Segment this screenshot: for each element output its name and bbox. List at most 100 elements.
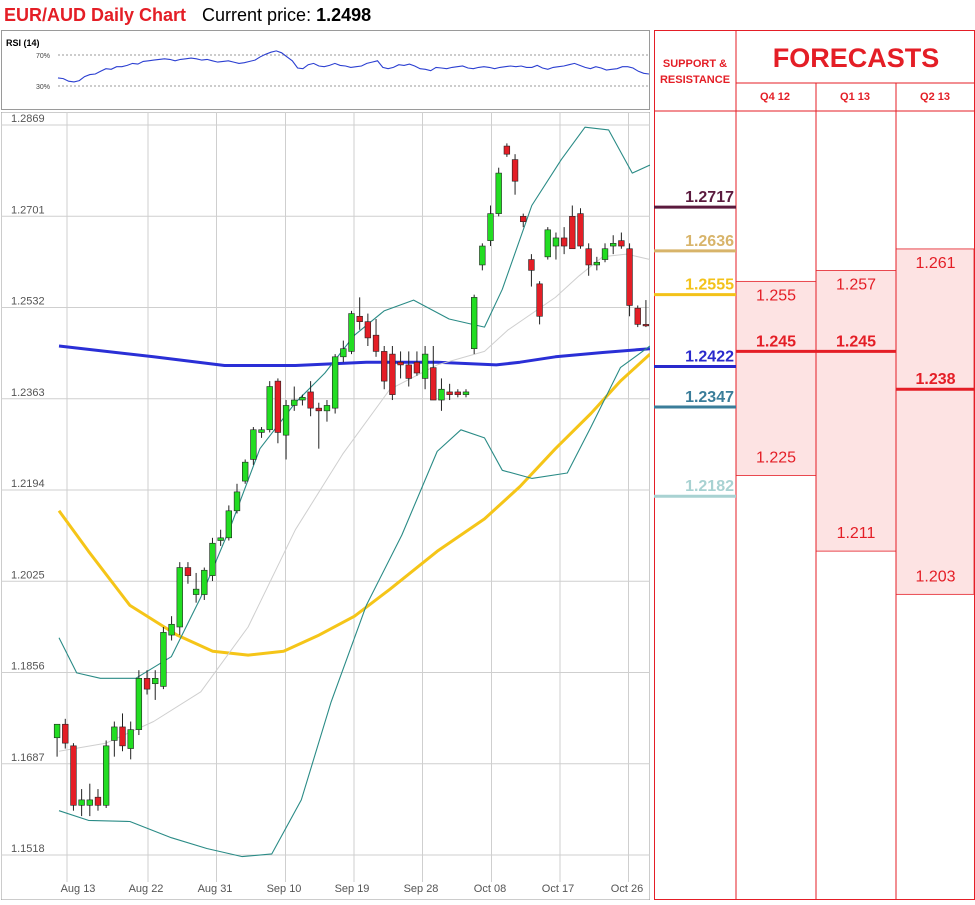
- candle-body: [544, 229, 551, 258]
- candle-body: [479, 245, 486, 266]
- x-tick-label: Oct 17: [542, 883, 574, 895]
- quarter-q1-13: Q1 13: [840, 91, 870, 103]
- price-label: Current price:: [202, 5, 312, 25]
- candle-body: [364, 321, 372, 339]
- candle-body: [94, 796, 102, 806]
- y-tick-label: 1.1687: [11, 752, 45, 764]
- candle-body: [119, 726, 126, 747]
- candle-body: [471, 297, 478, 350]
- candle-body: [528, 259, 535, 271]
- candle-body: [266, 386, 273, 431]
- price-chart-svg: 1.2869 1.2701 1.2532 1.2363 1.2194 1.2025 1.18…: [0, 111, 652, 901]
- forecast-band: [735, 280, 817, 476]
- candle-body: [610, 243, 617, 247]
- candle-body: [421, 353, 429, 379]
- rsi-chart: RSI (14) 70% 30%: [6, 38, 650, 91]
- rsi-upper-label: 70%: [36, 53, 50, 60]
- rsi-line: [57, 50, 650, 83]
- forecast-high: 1.257: [836, 277, 876, 294]
- candle-body: [438, 388, 445, 401]
- candle-body: [111, 726, 118, 741]
- indicator-bb_lower: [58, 345, 651, 858]
- chart-frame: [0, 111, 651, 901]
- x-tick-label: Oct 08: [474, 883, 506, 895]
- y-tick-label: 1.2532: [11, 296, 45, 308]
- y-tick-label: 1.2869: [11, 113, 45, 125]
- rsi-label: RSI (14): [6, 38, 40, 48]
- forecast-mid: 1.245: [836, 333, 876, 350]
- x-tick-label: Sep 10: [267, 883, 302, 895]
- candle-body: [176, 567, 183, 628]
- forecast-low: 1.225: [756, 449, 796, 466]
- sr-level-value: 1.2422: [685, 349, 734, 366]
- candle-body: [593, 261, 601, 266]
- forecast-high: 1.261: [915, 255, 955, 272]
- indicator-ma_mid: [57, 352, 652, 657]
- candle-body: [552, 237, 560, 247]
- x-tick-label: Aug 13: [61, 883, 96, 895]
- candle-body: [487, 213, 494, 241]
- candle-body: [70, 745, 77, 806]
- candle-body: [560, 237, 568, 247]
- x-tick-label: Sep 28: [404, 883, 439, 895]
- indicator-bb_mid: [58, 253, 651, 752]
- candle-body: [569, 216, 576, 250]
- candle-body: [282, 405, 290, 436]
- candle-body: [511, 159, 519, 182]
- sr-level-value: 1.2555: [685, 277, 734, 294]
- candle-body: [536, 283, 543, 317]
- candle-body: [397, 361, 404, 366]
- candle-body: [160, 632, 167, 687]
- candle-body: [356, 315, 363, 322]
- candle-body: [127, 729, 134, 749]
- forecast-mid: 1.238: [915, 371, 955, 388]
- y-tick-label: 1.1856: [11, 661, 45, 673]
- x-tick-label: Oct 26: [611, 883, 643, 895]
- candle-body: [291, 399, 298, 406]
- candle-body: [601, 248, 609, 260]
- candle-body: [446, 391, 453, 395]
- price-chart: 1.2869 1.2701 1.2532 1.2363 1.2194 1.2025 1.18…: [0, 111, 652, 901]
- candle-body: [618, 240, 625, 247]
- x-tick-label: Aug 31: [198, 883, 233, 895]
- candle-body: [340, 348, 347, 358]
- forecast-low: 1.203: [915, 568, 955, 585]
- candle-body: [86, 799, 93, 806]
- quarter-q2-13: Q2 13: [920, 91, 950, 103]
- title-text: EUR/AUD Daily Chart: [4, 5, 187, 25]
- candle-body: [520, 216, 527, 223]
- price-value: 1.2498: [316, 5, 372, 25]
- candle-body: [577, 213, 584, 247]
- candle-body: [299, 397, 306, 401]
- sr-level-value: 1.2347: [685, 389, 734, 406]
- candle-body: [274, 380, 282, 433]
- y-tick-label: 1.2025: [11, 569, 45, 581]
- forecast-mid: 1.245: [756, 333, 796, 350]
- candle-body: [168, 623, 175, 636]
- forecast-high: 1.255: [756, 287, 796, 304]
- x-tick-label: Sep 19: [335, 883, 370, 895]
- candle-body: [348, 313, 355, 352]
- candle-body: [233, 491, 241, 512]
- candle-body: [626, 248, 633, 306]
- candle-body: [315, 407, 322, 412]
- candle-body: [503, 145, 511, 155]
- candle-body: [225, 510, 232, 539]
- candle-body: [462, 391, 470, 395]
- candle-body: [143, 678, 151, 690]
- candle-body: [78, 799, 85, 806]
- forecast-panel: SUPPORT & RESISTANCE FORECASTS Q4 12 Q1 1…: [654, 30, 975, 900]
- candle-body: [307, 391, 314, 409]
- candle-body: [209, 542, 216, 576]
- candle-body: [331, 356, 339, 409]
- candle-body: [184, 567, 192, 576]
- candle-body: [217, 537, 224, 541]
- sr-level-value: 1.2636: [685, 233, 734, 250]
- candle-body: [53, 723, 61, 739]
- candle-body: [250, 429, 257, 460]
- x-tick-label: Aug 22: [129, 883, 164, 895]
- candle-body: [389, 353, 396, 395]
- quarter-q4-12: Q4 12: [760, 91, 790, 103]
- candle-body: [405, 364, 412, 379]
- y-tick-label: 1.2194: [11, 478, 45, 490]
